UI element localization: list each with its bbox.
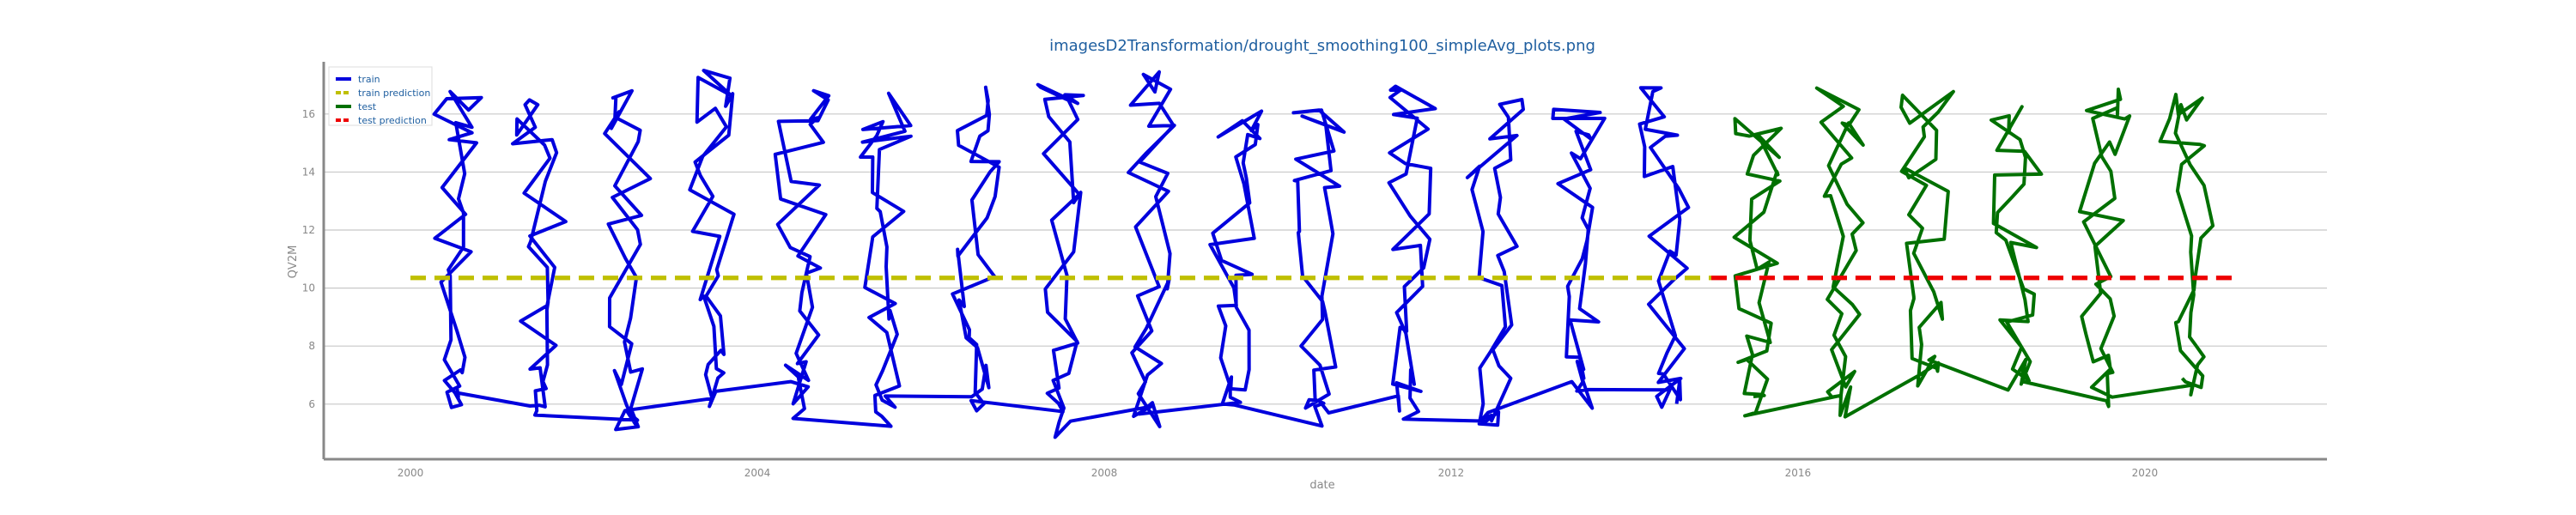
chart-title: imagesD2Transformation/drought_smoothing… <box>1049 37 1595 55</box>
legend: train train prediction test test prediction <box>328 66 433 126</box>
line-train <box>432 69 1691 439</box>
legend-label-train: train <box>358 74 380 85</box>
line-test <box>1732 86 2215 419</box>
legend-label-train-prediction: train prediction <box>358 88 430 99</box>
legend-label-test-prediction: test prediction <box>358 115 427 126</box>
x-tick-label-2004: 2004 <box>744 467 771 479</box>
x-tick-label-2012: 2012 <box>1438 467 1465 479</box>
legend-box <box>328 66 433 126</box>
x-tick-label-2020: 2020 <box>2132 467 2159 479</box>
series-train <box>432 69 1691 439</box>
x-tick-label-2000: 2000 <box>398 467 424 479</box>
x-axis-label: date <box>1309 479 1334 492</box>
x-tick-label-2016: 2016 <box>1785 467 1812 479</box>
y-tick-label-8: 8 <box>308 340 315 352</box>
y-axis-label: QV2M <box>287 245 300 279</box>
legend-label-test: test <box>358 101 377 112</box>
y-tick-label-16: 16 <box>302 108 315 120</box>
series-layer <box>410 69 2232 439</box>
y-tick-label-10: 10 <box>302 282 315 294</box>
series-test <box>1732 86 2215 419</box>
ticks: 6 8 10 12 14 16 2000 2004 2008 2012 2016 2020 <box>302 108 2158 479</box>
y-tick-label-6: 6 <box>308 398 315 410</box>
x-tick-label-2008: 2008 <box>1091 467 1118 479</box>
y-tick-label-14: 14 <box>302 166 315 178</box>
axes <box>322 62 2327 461</box>
y-tick-label-12: 12 <box>302 224 315 236</box>
